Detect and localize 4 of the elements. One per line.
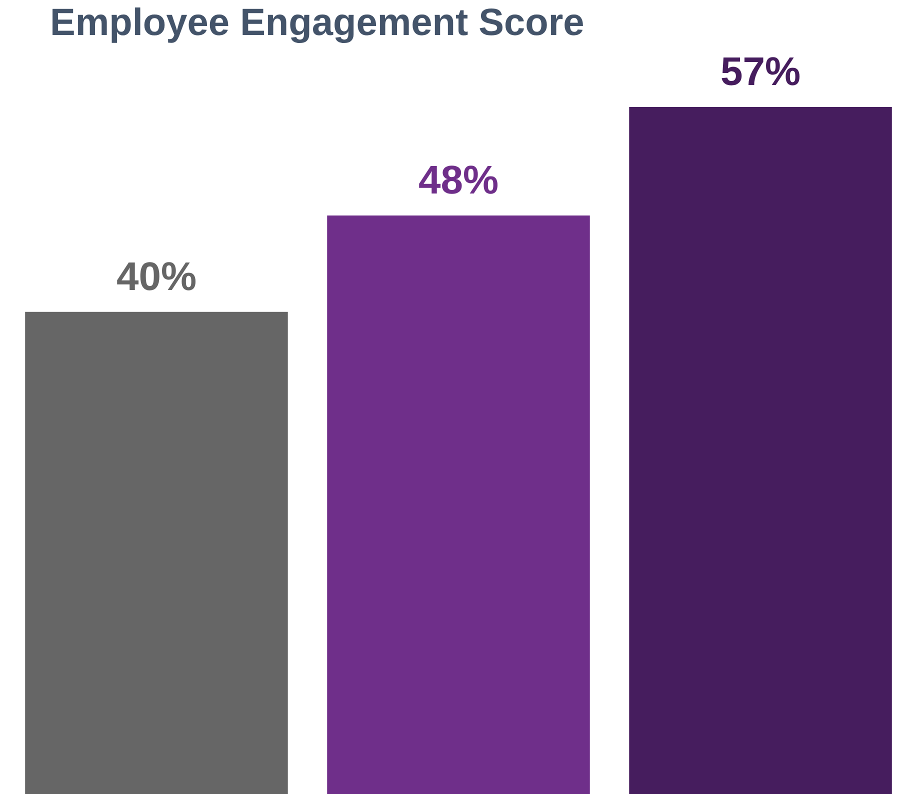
data-label: 40%	[116, 254, 197, 299]
data-label: 48%	[418, 158, 499, 202]
data-label: 57%	[720, 50, 801, 94]
chart-title: Employee Engagement Score	[50, 2, 584, 44]
